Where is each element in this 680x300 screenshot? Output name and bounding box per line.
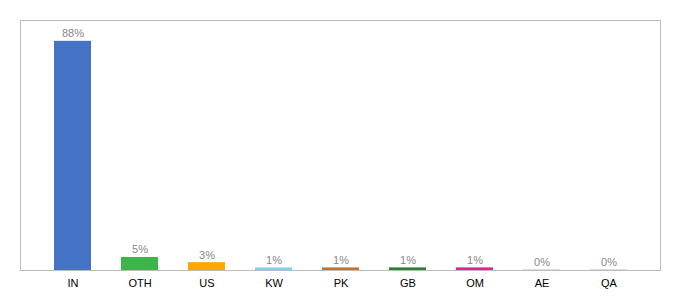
svg-text:5%: 5% xyxy=(132,243,148,255)
svg-text:QA: QA xyxy=(601,277,618,289)
svg-text:0%: 0% xyxy=(601,256,617,268)
svg-text:IN: IN xyxy=(68,277,79,289)
svg-text:OM: OM xyxy=(466,277,484,289)
svg-text:1%: 1% xyxy=(333,254,349,266)
svg-text:AE: AE xyxy=(535,277,550,289)
svg-text:KW: KW xyxy=(265,277,283,289)
svg-text:1%: 1% xyxy=(266,254,282,266)
svg-text:US: US xyxy=(199,277,214,289)
svg-text:1%: 1% xyxy=(467,254,483,266)
svg-text:OTH: OTH xyxy=(128,277,151,289)
svg-text:0%: 0% xyxy=(534,256,550,268)
svg-text:1%: 1% xyxy=(400,254,416,266)
svg-text:3%: 3% xyxy=(199,249,215,261)
svg-text:GB: GB xyxy=(400,277,416,289)
svg-text:88%: 88% xyxy=(62,27,84,39)
svg-text:PK: PK xyxy=(334,277,349,289)
